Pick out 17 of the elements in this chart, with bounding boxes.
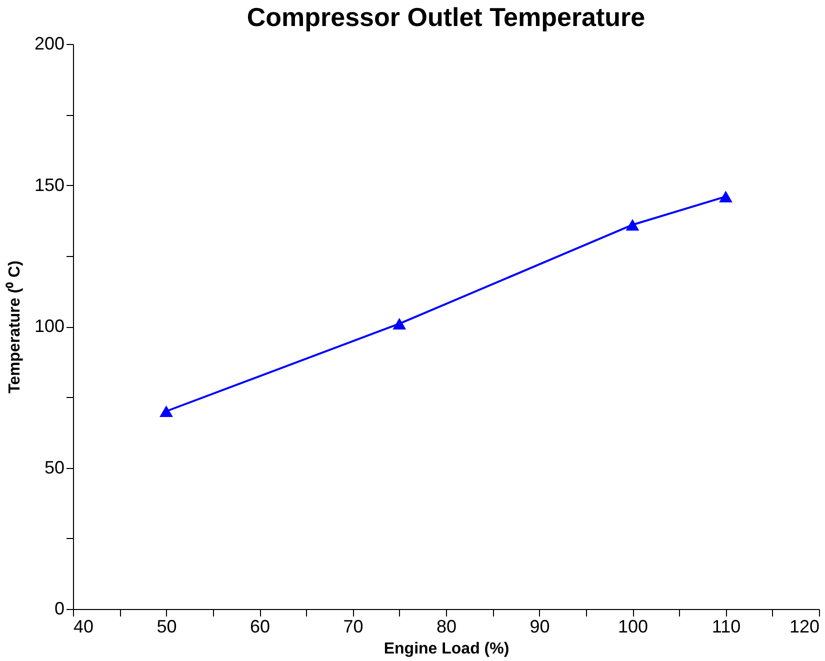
x-axis-title: Engine Load (%) <box>384 640 510 658</box>
y-tick-label: 100 <box>34 316 64 336</box>
x-tick-label: 60 <box>250 616 270 636</box>
x-tick-label: 70 <box>343 616 364 636</box>
x-tick-label: 40 <box>74 616 94 636</box>
x-tick-label: 80 <box>436 616 457 636</box>
y-axis-title: Temperature (⁰ C) <box>5 260 24 394</box>
x-tick-label: 100 <box>618 616 648 636</box>
x-tick-label: 90 <box>530 616 550 636</box>
x-tick-label: 120 <box>789 616 820 636</box>
x-tick-label: 110 <box>712 616 741 636</box>
y-tick-label: 50 <box>44 457 64 478</box>
x-tick-label: 50 <box>156 616 177 636</box>
y-tick-label: 200 <box>34 34 64 54</box>
chart-title: Compressor Outlet Temperature <box>246 2 646 32</box>
y-tick-label: 0 <box>54 598 64 618</box>
y-tick-label: 150 <box>34 174 64 195</box>
